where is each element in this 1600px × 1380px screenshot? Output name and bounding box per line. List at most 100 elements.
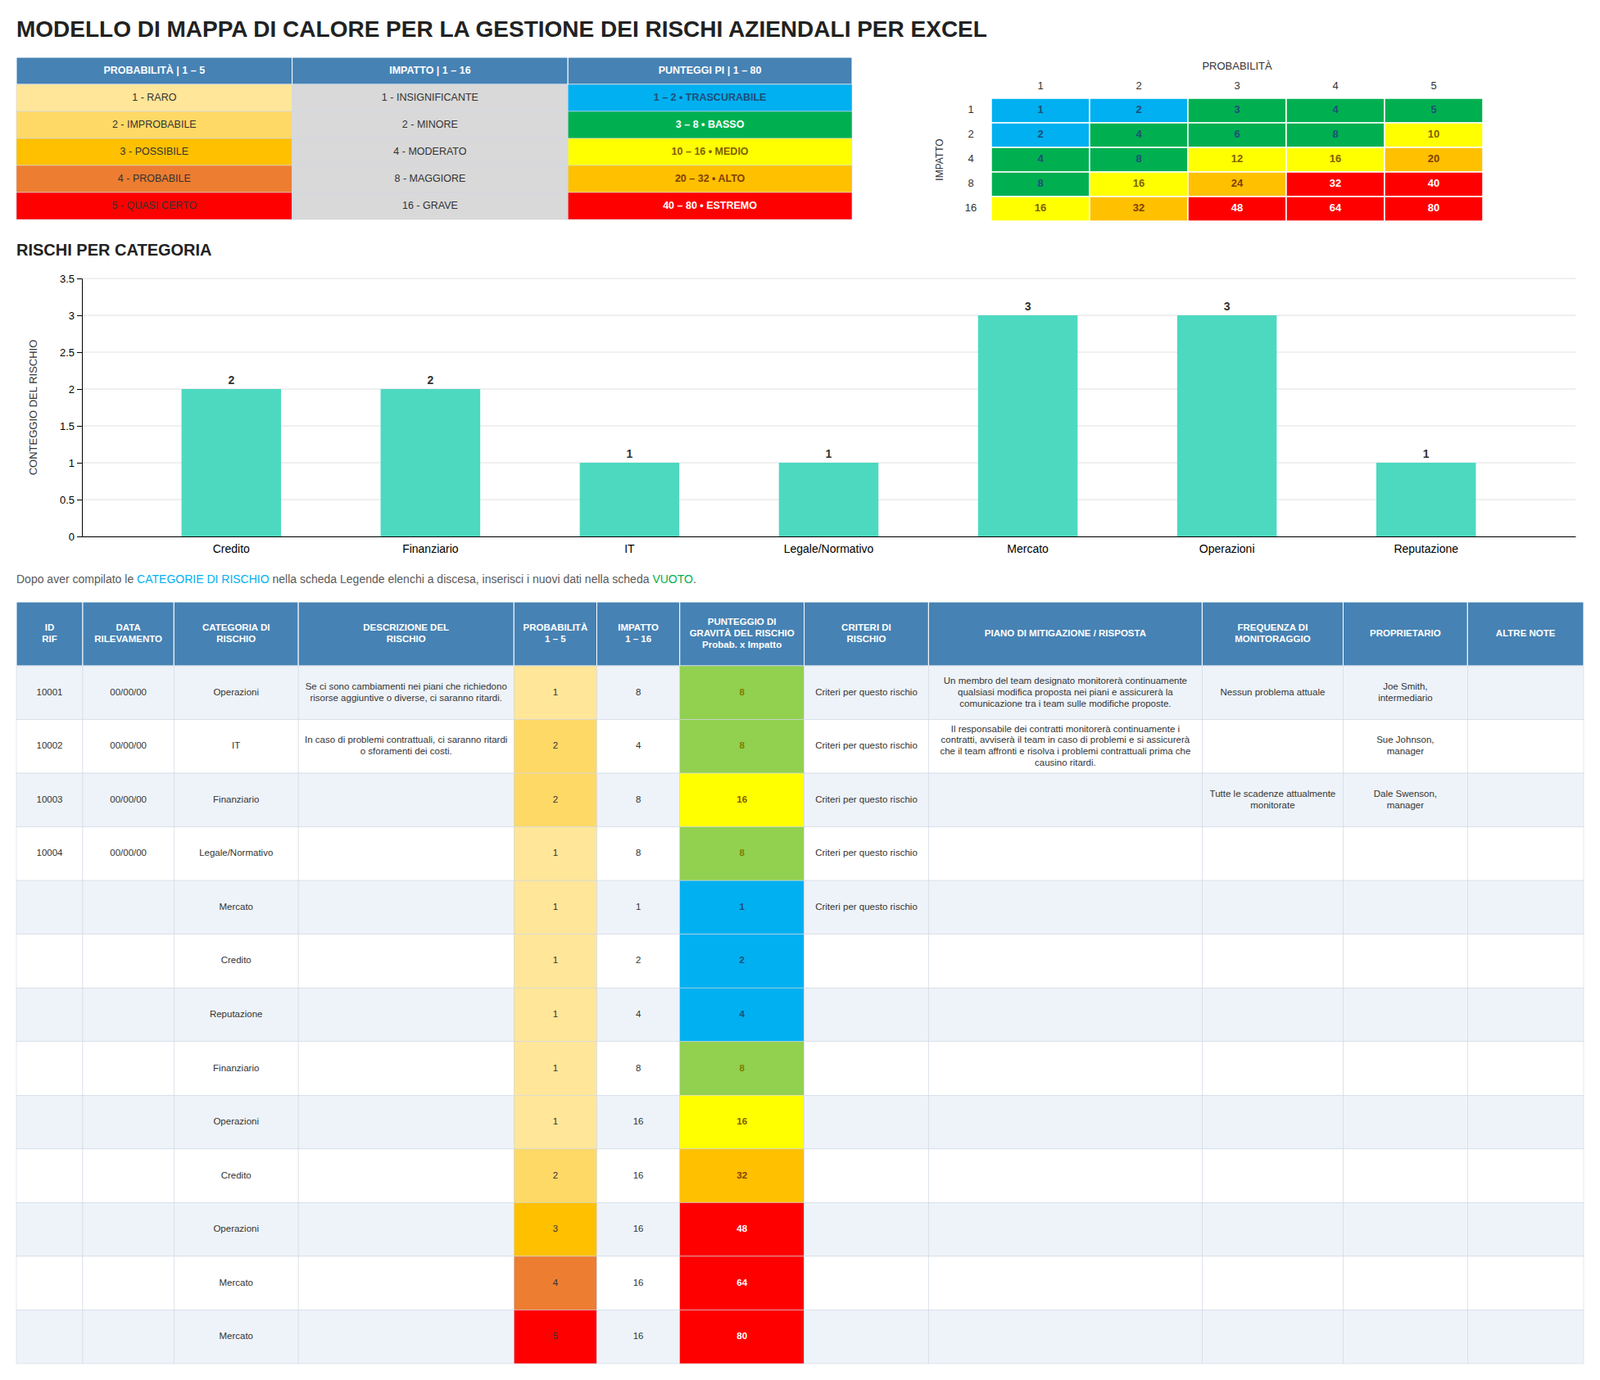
cell-text: 32 [736,1170,748,1181]
data-label: 1 [1423,447,1430,461]
table-cell [679,880,805,935]
text-line: PUNTEGGI PI | 1 – 80 [658,64,762,77]
cell-text: 1 - RARO [131,91,177,104]
column-header: IMPATTO | 1 – 16 [389,64,471,77]
cell-text: 4 [552,1278,559,1288]
table-cell [567,111,853,139]
y-tick-label: 16 [965,201,977,214]
text-line: 3 - POSSIBILE [120,145,189,158]
column-header: PROBABILITÀ1 – 5 [523,622,589,644]
text-line: PUNTEGGIO DI [707,616,777,627]
text-line: 16 [633,1116,644,1127]
tick-label: Credito [213,542,250,556]
table-cell [1201,773,1343,828]
table-cell [16,138,293,166]
text-line: Dale Swenson, [1373,788,1437,799]
table-cell [82,720,174,775]
text-line: Finanziario [213,794,259,805]
data-label: 2 [227,373,235,387]
data-label: 3 [1024,299,1032,313]
data-label: 1 [1037,103,1043,116]
table-cell [597,773,680,828]
text-line: 1 [635,901,641,912]
cell-text: 5 [552,1331,558,1342]
text-line: Reputazione [209,1009,263,1020]
table-cell [567,84,853,112]
text-line: 1 - INSIGNIFICANTE [381,91,479,104]
cell-text: Operazioni [213,1223,259,1234]
heatmap-cell [1089,122,1188,148]
cell-text: 1 [552,955,558,966]
cell-text: Mercato [218,1331,254,1342]
column-header: CRITERI DIRISCHIO [841,622,892,644]
text-line: 64 [736,1278,748,1288]
y-axis: 00.511.522.533.5 [59,272,83,544]
table-cell [82,1202,174,1257]
cell-text: Criteri per questo rischio [815,794,918,805]
cell-text: Operazioni [213,1116,259,1127]
text-line: 8 - MAGGIORE [394,172,466,185]
cell-text: Criteri per questo rischio [815,847,918,858]
grid-line [81,426,1576,427]
tick-label: Finanziario [402,542,459,556]
table-cell [513,1256,597,1311]
title: MODELLO DI MAPPA DI CALORE PER LA GESTIO… [16,16,988,42]
text-line: 32 [736,1170,748,1181]
header-cell [804,602,930,667]
y-axis-title: IMPATTO [933,138,946,181]
table-cell [173,1309,299,1365]
table-cell [16,1042,83,1097]
data-label: 2 [426,373,434,387]
table-cell [1342,1309,1468,1365]
table-cell [82,827,174,882]
cell-text: Finanziario [213,1063,259,1074]
cell-text: Se ci sono cambiamenti nei piani che ric… [305,681,508,703]
column-header: CATEGORIA DIRISCHIO [202,622,270,644]
cell-text: 3 [552,1223,558,1234]
text-line: Tutte le scadenze attualmente [1210,788,1337,799]
header-cell [16,602,83,667]
data-label: 16 [1034,201,1047,214]
heatmap-cell [1187,196,1287,222]
table-cell [1342,1149,1468,1204]
cell-text: 8 [635,847,641,858]
table-cell [1467,1149,1584,1204]
data-label: 32 [1329,176,1342,190]
note-part: nella scheda Legende elenchi a discesa, … [269,572,653,586]
tick-mark [77,426,82,427]
x-tick-label: 3 [1233,79,1240,92]
tick-label: IT [624,542,635,556]
tick: IT [624,542,635,556]
bar [1177,315,1278,537]
tick: 0.5 [59,494,82,507]
table-cell [82,880,174,935]
cell-text: 10002 [36,740,63,751]
cell-text: 1 [552,847,558,858]
table-cell [1201,666,1343,721]
text-line: DESCRIZIONE DEL [362,622,449,633]
subtitle: RISCHI PER CATEGORIA [16,240,213,259]
table-cell [1342,934,1468,989]
y-tick-label: 1 [967,103,974,116]
risk-table: IDRIFDATARILEVAMENTOCATEGORIA DIRISCHIOD… [16,602,1584,1365]
table-cell [173,988,299,1043]
table-cell [16,773,83,828]
heatmap-cell [991,196,1090,222]
table-cell [16,1202,83,1257]
text-line: GRAVITÀ DEL RISCHIO [689,628,795,639]
data-label: 80 [1427,201,1440,214]
text-line: Il responsabile dei contratti monitorerà… [951,724,1180,735]
y-axis-title: CONTEGGIO DEL RISCHIO [27,339,40,476]
cell-text: 2 [552,794,558,805]
table-cell [1201,827,1343,882]
text-line: 10004 [36,847,64,858]
text-line: 1 [738,901,745,912]
table-cell [173,1256,299,1311]
cell-text: 3 – 8 • BASSO [675,118,745,131]
table-cell [173,880,299,935]
text-line: contratti, avviserà il team in caso di p… [941,734,1191,745]
heatmap-cell [991,172,1090,197]
text-line: In caso di problemi contrattuali, ci sar… [304,734,508,745]
note-part: . [693,572,697,586]
column-header: DATARILEVAMENTO [94,622,163,644]
